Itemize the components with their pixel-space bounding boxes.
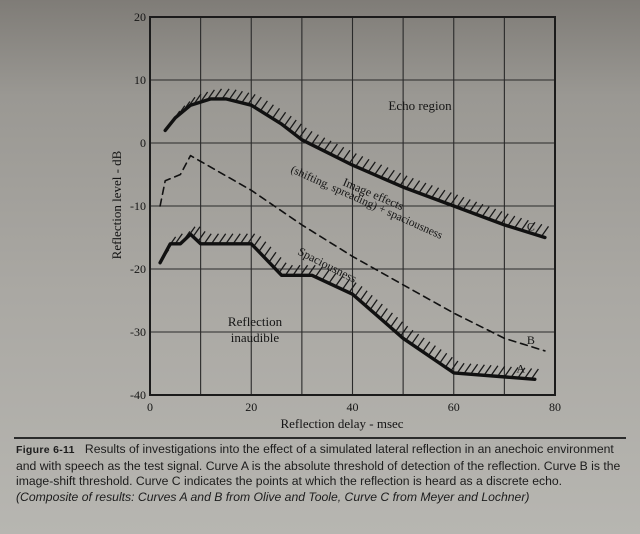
plot-frame [149, 16, 556, 396]
curve-c [163, 97, 547, 240]
curve-c-hatching [167, 88, 550, 237]
y-tick-label: 0 [140, 136, 146, 150]
x-tick-label: 20 [245, 400, 257, 414]
curve-c-label: C [527, 220, 535, 234]
curve-a-label: A [516, 361, 525, 375]
caption-rule [14, 437, 626, 439]
x-tick-label: 80 [549, 400, 561, 414]
curve-b-label: B [527, 333, 535, 347]
reflection-chart: AB C 0 20 40 60 80 -40 -30 -20 -10 0 10 20 Echo regi… [109, 10, 561, 431]
curve-b [159, 154, 546, 352]
caption-text: Results of investigations into the effec… [16, 442, 621, 489]
y-tick-label: -30 [130, 325, 146, 339]
x-axis-label: Reflection delay - msec [280, 416, 403, 431]
annotation-inaudible: inaudible [231, 330, 280, 345]
annotation-spaciousness: Spaciousness [296, 244, 360, 286]
annotation-shifting-spreading: (shifting, spreading) + spaciousness [289, 164, 445, 242]
curve-a [158, 232, 537, 381]
y-tick-label: -20 [130, 262, 146, 276]
y-tick-label: -10 [130, 199, 146, 213]
caption-label: Figure 6-11 [16, 444, 75, 456]
y-tick-label: 20 [134, 10, 146, 24]
x-tick-label: 60 [448, 400, 460, 414]
figure-caption: Figure 6-11 Results of investigations in… [16, 442, 626, 505]
annotation-reflection: Reflection [228, 314, 283, 329]
x-tick-label: 40 [347, 400, 359, 414]
annotation-echo-region: Echo region [388, 98, 452, 113]
x-tick-label: 0 [147, 400, 153, 414]
caption-source: (Composite of results: Curves A and B fr… [16, 489, 530, 504]
chart-grid [150, 17, 555, 395]
y-axis-label: Reflection level - dB [109, 150, 124, 259]
curve-a-hatching [161, 226, 539, 380]
y-tick-label: -40 [130, 388, 146, 402]
y-tick-label: 10 [134, 73, 146, 87]
